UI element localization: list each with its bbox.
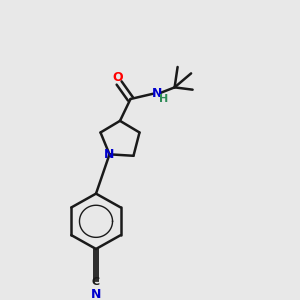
Text: N: N — [91, 288, 101, 300]
Text: H: H — [159, 94, 168, 104]
Text: N: N — [152, 87, 162, 100]
Text: C: C — [92, 278, 100, 287]
Text: O: O — [112, 71, 123, 84]
Text: N: N — [104, 148, 115, 161]
